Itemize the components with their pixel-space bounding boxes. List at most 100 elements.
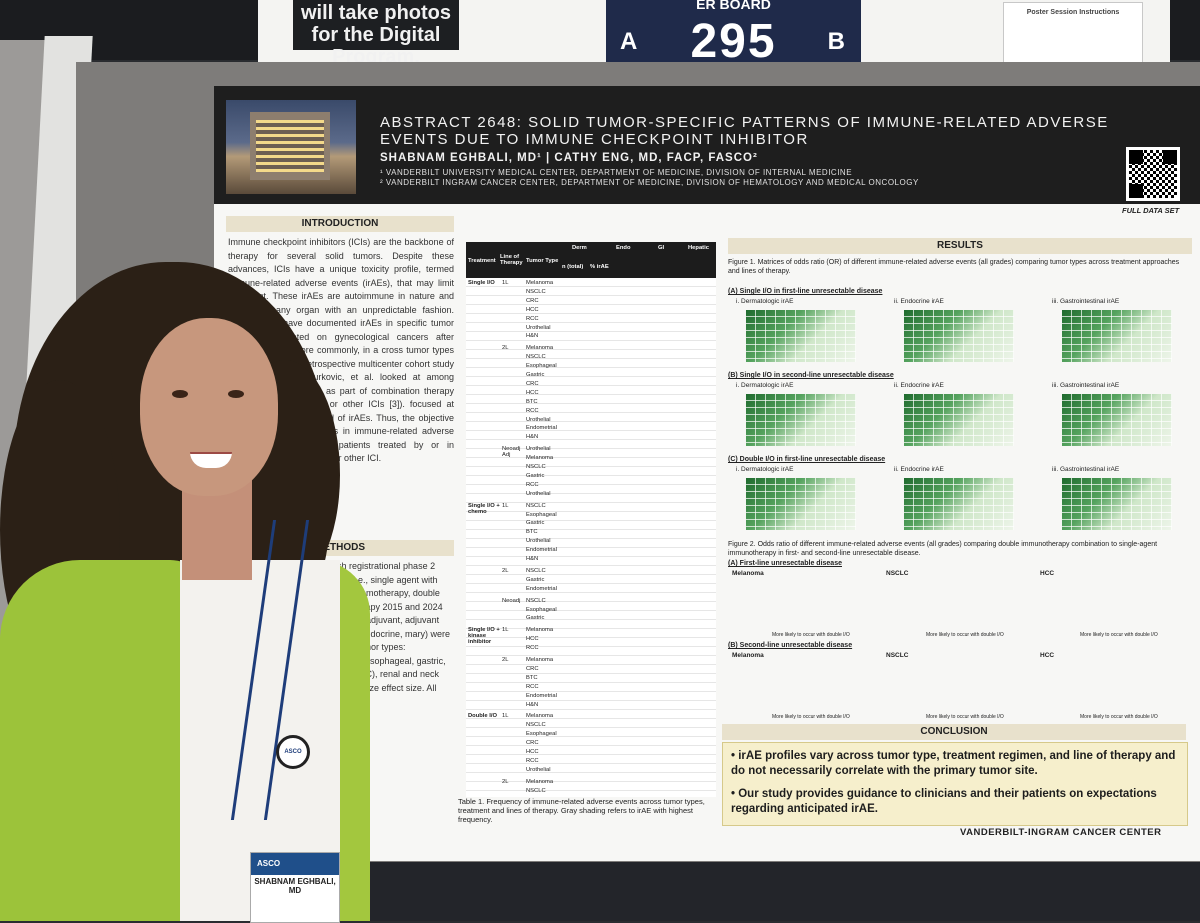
matrix-panel-label: i. Dermatologic irAE	[736, 466, 794, 473]
table-row: Urothelial	[526, 324, 551, 331]
table-row: H&N	[526, 434, 539, 441]
figure1-matrices: (A) Single I/O in first-line unresectabl…	[728, 288, 1192, 538]
presenter-face	[140, 318, 278, 496]
forest-axis-note: More likely to occur with double I/O	[926, 714, 1004, 720]
table-row: Gastric	[526, 472, 545, 479]
table-row: HCC	[526, 749, 539, 755]
table-row: Endometrial	[526, 585, 557, 592]
table-row: Urothelial	[526, 446, 551, 453]
table-row: Urothelial	[526, 416, 551, 423]
table-row: RCC	[526, 645, 539, 652]
poster-banner	[214, 86, 1200, 204]
table-row: NSCLC	[526, 567, 546, 574]
board-number: 295	[690, 15, 777, 68]
affiliation-2: ² VANDERBILT INGRAM CANCER CENTER, DEPAR…	[380, 178, 919, 187]
table-row: BTC	[526, 529, 538, 536]
table-row: Esophageal	[526, 606, 557, 613]
table-row: Endometrial	[526, 692, 557, 699]
th-treatment: Treatment	[468, 258, 496, 264]
table-line-label: 2L	[502, 778, 509, 785]
board-side-a: A	[620, 28, 638, 55]
table-row: RCC	[526, 481, 539, 488]
table-row: HCC	[526, 306, 539, 313]
table-row: Melanoma	[526, 713, 554, 720]
table-row: Endometrial	[526, 425, 557, 432]
odds-ratio-matrix	[746, 394, 856, 446]
table-treatment-label: Single I/O	[468, 280, 495, 286]
th-tumor: Tumor Type	[526, 258, 559, 264]
table-row: HCC	[526, 636, 539, 643]
forest-group-label: HCC	[1040, 652, 1055, 659]
table-row: NSCLC	[526, 502, 546, 509]
presenter-smile	[190, 452, 232, 468]
table-row: NSCLC	[526, 597, 546, 604]
conclusion-heading: CONCLUSION	[722, 724, 1186, 740]
forest-axis-note: More likely to occur with double I/O	[926, 632, 1004, 638]
table-treatment-label: Double I/O	[468, 713, 497, 720]
matrix-panel-label: i. Dermatologic irAE	[736, 382, 794, 389]
matrix-panel-label: i. Dermatologic irAE	[736, 298, 794, 305]
forest-group-label: HCC	[1040, 570, 1055, 577]
forest-axis-note: More likely to occur with double I/O	[772, 632, 850, 638]
table-row: Gastric	[526, 576, 545, 583]
presenter-jacket-left	[0, 560, 210, 921]
table-row: NSCLC	[526, 722, 546, 729]
poster-affiliations: ¹ VANDERBILT UNIVERSITY MEDICAL CENTER, …	[380, 168, 919, 188]
conclusion-point-1: • irAE profiles vary across tumor type, …	[731, 750, 1176, 777]
matrix-panel-label: iii. Gastrointestinal irAE	[1052, 466, 1120, 473]
table-row: Gastric	[526, 372, 545, 378]
table-row: BTC	[526, 398, 538, 405]
th-hepatic: Hepatic	[688, 245, 709, 251]
table-row: Urothelial	[526, 766, 551, 773]
th-derm: Derm	[572, 245, 587, 251]
odds-ratio-matrix	[904, 310, 1014, 362]
affiliation-1: ¹ VANDERBILT UNIVERSITY MEDICAL CENTER, …	[380, 168, 853, 177]
table-row: H&N	[526, 556, 539, 562]
table-row: Melanoma	[526, 455, 554, 462]
table-row: Urothelial	[526, 490, 551, 497]
asco-badge-clip: ASCO	[276, 735, 310, 769]
table-treatment-label: Single I/O + chemo	[468, 502, 500, 515]
table-row: RCC	[526, 315, 539, 322]
matrix-panel-label: iii. Gastrointestinal irAE	[1052, 298, 1120, 305]
table-row: H&N	[526, 333, 539, 340]
table-caption: Table 1. Frequency of immune-related adv…	[458, 797, 705, 824]
table-row: Melanoma	[526, 280, 554, 286]
table-line-label: 2L	[502, 657, 509, 663]
table-line-label: Neoadj Adj	[502, 446, 521, 459]
forest-axis-note: More likely to occur with double I/O	[1080, 632, 1158, 638]
odds-ratio-matrix	[904, 394, 1014, 446]
figure2-section-title: (B) Second-line unresectable disease	[728, 642, 853, 649]
figure2-forest-plots: (A) First-line unresectable disease Melan…	[728, 560, 1192, 720]
forest-axis-note: More likely to occur with double I/O	[772, 714, 850, 720]
table-row: RCC	[526, 407, 539, 414]
table-row: HCC	[526, 389, 539, 396]
odds-ratio-matrix	[1062, 478, 1172, 530]
conclusion-box: • irAE profiles vary across tumor type, …	[722, 742, 1188, 826]
table-row: Esophageal	[526, 363, 557, 370]
table-line-label: Neoadj	[502, 597, 521, 604]
matrix-panel-label: iii. Gastrointestinal irAE	[1052, 382, 1120, 389]
matrix-panel-label: ii. Endocrine irAE	[894, 382, 944, 389]
table-line-label: 2L	[502, 567, 509, 574]
right-eye	[228, 390, 244, 398]
th-pct-irae: % irAE	[590, 264, 609, 270]
name-badge-header: ASCO	[251, 853, 339, 875]
board-caption: ER BOARD	[696, 0, 771, 12]
table-row: Esophageal	[526, 731, 557, 738]
odds-ratio-matrix	[1062, 310, 1172, 362]
table-row: NSCLC	[526, 354, 546, 361]
figure2-section-title: (A) First-line unresectable disease	[728, 560, 842, 567]
table-row: NSCLC	[526, 787, 546, 794]
instructions-title: Poster Session Instructions	[1026, 9, 1120, 16]
table-row: BTC	[526, 674, 538, 681]
board-side-b: B	[827, 28, 845, 55]
table-row: Melanoma	[526, 778, 554, 785]
photo-notice-sign: will take photos for the Digital Program…	[293, 0, 459, 68]
table-row: Esophageal	[526, 511, 557, 518]
table-row: CRC	[526, 297, 539, 304]
name-badge-event: ASCO	[257, 859, 281, 868]
forest-group-label: NSCLC	[886, 652, 909, 659]
table-row: Endometrial	[526, 547, 557, 554]
forest-axis-note: More likely to occur with double I/O	[1080, 714, 1158, 720]
